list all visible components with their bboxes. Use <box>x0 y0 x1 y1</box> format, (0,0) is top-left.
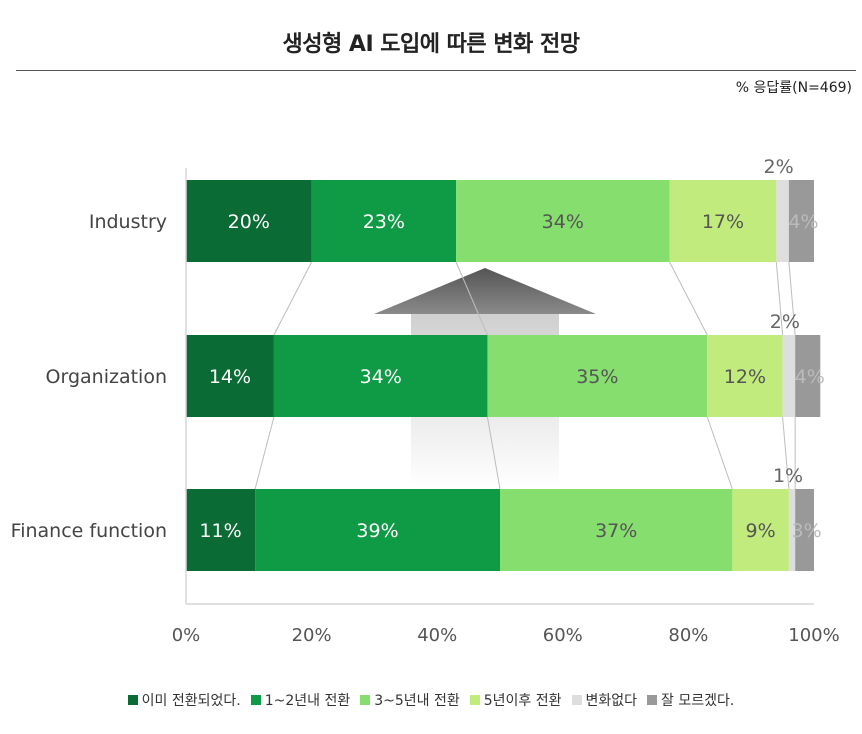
data-label: 34% <box>360 366 402 388</box>
data-label: 2% <box>764 156 794 178</box>
legend-swatch <box>250 695 261 705</box>
bar-segment <box>186 489 256 571</box>
bar-segment <box>776 180 789 262</box>
bar-segment <box>500 489 733 571</box>
data-label: 14% <box>209 366 251 388</box>
x-tick-label: 60% <box>543 625 583 646</box>
legend-item: 5년이후 전환 <box>469 690 562 710</box>
connector-line <box>669 261 708 336</box>
data-label: 1% <box>773 465 803 487</box>
category-label: Finance function <box>11 520 167 542</box>
legend-item: 잘 모르겠다. <box>647 690 734 710</box>
bar-segment <box>788 489 796 571</box>
data-label: 4% <box>795 366 825 388</box>
title-divider <box>16 70 856 71</box>
legend-label: 5년이후 전환 <box>483 693 562 709</box>
legend-item: 3~5년내 전환 <box>360 690 460 710</box>
x-tick-label: 100% <box>788 625 839 646</box>
legend-label: 3~5년내 전환 <box>374 693 460 709</box>
up-arrow-head <box>374 268 596 314</box>
bar-segment <box>669 180 777 262</box>
bar-segment <box>311 180 457 262</box>
bar-segment <box>186 335 274 417</box>
bar-segment <box>487 335 708 417</box>
stacked-bar-chart: Industry 20% 23% 34% 17% 2% 4% Organization 14% 3… <box>11 156 840 646</box>
data-label: 3% <box>792 520 822 542</box>
bar-segment <box>273 335 488 417</box>
legend-swatch <box>647 695 658 705</box>
connector-line <box>775 261 784 336</box>
bar-segment <box>795 489 814 571</box>
connector-line <box>788 261 796 336</box>
chart-title: 생성형 AI 도입에 따른 변화 전망 <box>282 32 580 57</box>
data-label: 23% <box>363 211 405 233</box>
legend-swatch <box>127 695 138 705</box>
data-label: 2% <box>770 311 800 333</box>
data-label: 17% <box>702 211 744 233</box>
legend-label: 1~2년내 전환 <box>264 693 351 709</box>
legend-label: 이미 전환되었다. <box>141 693 241 709</box>
x-tick-label: 40% <box>417 625 457 646</box>
legend-swatch <box>360 695 371 705</box>
data-label: 34% <box>542 211 584 233</box>
bar-segment <box>707 335 783 417</box>
data-label: 37% <box>595 520 637 542</box>
legend-swatch <box>469 695 480 705</box>
connector-line <box>273 261 313 336</box>
x-tick-label: 80% <box>668 625 708 646</box>
legend-swatch <box>571 695 582 705</box>
bar-segment <box>782 335 796 417</box>
connector-line <box>254 416 275 490</box>
data-label: 11% <box>199 520 241 542</box>
legend-item: 변화없다 <box>571 690 638 710</box>
category-label: Organization <box>46 366 167 388</box>
connector-line <box>782 416 790 490</box>
bar-segment <box>456 180 670 262</box>
data-label: 9% <box>746 520 776 542</box>
x-tick-label: 20% <box>292 625 332 646</box>
legend-label: 잘 모르겠다. <box>661 693 735 709</box>
data-label: 12% <box>724 366 766 388</box>
bar-segment <box>795 335 821 417</box>
bar-segment <box>732 489 789 571</box>
legend-item: 1~2년내 전환 <box>250 690 351 710</box>
legend-item: 이미 전환되었다. <box>127 690 241 710</box>
data-label: 35% <box>576 366 618 388</box>
connector-line <box>706 416 733 490</box>
x-tick-label: 0% <box>172 625 201 646</box>
data-label: 39% <box>356 520 398 542</box>
connector-line <box>486 416 501 490</box>
legend: 이미 전환되었다. 1~2년내 전환 3~5년내 전환 5년이후 전환 변화없다 잘 모르… <box>0 690 862 710</box>
category-label: Industry <box>89 211 167 233</box>
legend-label: 변화없다 <box>585 693 638 709</box>
unit-note: % 응답률(N=469) <box>735 80 852 96</box>
data-label: 4% <box>788 211 818 233</box>
data-label: 20% <box>228 211 270 233</box>
bar-segment <box>788 180 814 262</box>
bar-segment <box>186 180 312 262</box>
bar-segment <box>255 489 500 571</box>
connector-line <box>455 261 488 336</box>
